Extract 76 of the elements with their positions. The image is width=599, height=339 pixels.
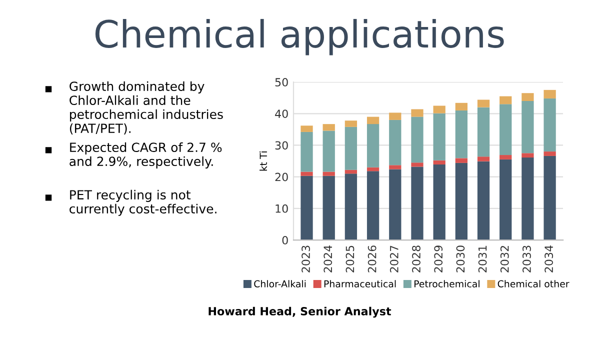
bar (322, 172, 335, 176)
bar (544, 156, 556, 240)
bar (455, 158, 468, 163)
x-tick-label: 2023 (302, 246, 310, 272)
bar (389, 112, 402, 120)
y-tick-label: 40 (275, 110, 288, 118)
bar (522, 158, 534, 240)
bar (344, 170, 358, 174)
y-tick-label: 10 (276, 204, 288, 213)
legend-label: Chlor-Alkali (254, 280, 306, 288)
bar (544, 152, 556, 156)
y-tick-label: 20 (275, 172, 288, 182)
x-tick-label: 2033 (522, 246, 531, 272)
x-tick-label: 2029 (434, 246, 443, 272)
bar (411, 166, 424, 240)
bar (544, 90, 556, 98)
text: Growth dominated by Chlor-Alkali and the petrochemical industries (PAT/PET). (70, 81, 223, 134)
y-tick-label: 0 (282, 236, 288, 244)
bar (411, 109, 424, 117)
bar (500, 104, 512, 156)
bar (366, 171, 380, 240)
bar (366, 167, 380, 172)
bar (411, 162, 424, 167)
bar (300, 172, 313, 176)
bar (389, 120, 402, 166)
x-tick-label: 2034 (544, 245, 554, 272)
legend-label: Petrochemical (414, 280, 480, 288)
chart-title: Chemical applications (95, 18, 504, 56)
bar (300, 132, 313, 172)
bar (389, 165, 402, 170)
bar (522, 153, 534, 158)
bar (500, 159, 512, 240)
x-tick-label: 2027 (390, 246, 398, 272)
bar (344, 120, 358, 127)
bar (500, 155, 512, 160)
bar (389, 169, 402, 240)
x-tick-label: 2028 (412, 246, 420, 272)
legend-label: Chemical other (498, 280, 570, 288)
bar (477, 161, 490, 240)
bar (300, 176, 313, 240)
legend-label: Pharmaceutical (324, 280, 396, 288)
bar (433, 164, 446, 240)
x-tick-label: 2026 (368, 246, 376, 272)
x-tick-label: 2030 (456, 246, 465, 272)
bar (522, 100, 534, 154)
x-tick-label: 2032 (500, 246, 509, 272)
x-tick-label: 2024 (324, 245, 332, 272)
bar (322, 130, 335, 172)
bar (544, 98, 556, 152)
bar (300, 126, 313, 132)
bar (522, 93, 534, 101)
bar (344, 126, 358, 170)
y-axis-title: kt Ti (260, 152, 267, 171)
text: Howard Head, Senior Analyst (208, 306, 392, 318)
bar (455, 162, 468, 240)
bar (344, 174, 358, 240)
bar (455, 102, 468, 110)
y-tick-label: 50 (275, 78, 288, 86)
bar (433, 106, 446, 114)
bar (433, 113, 446, 160)
bar (500, 96, 512, 104)
bar (322, 176, 335, 240)
bar (411, 116, 424, 163)
x-tick-label: 2031 (478, 246, 487, 272)
y-tick-label: 30 (275, 141, 288, 150)
bar (322, 124, 335, 131)
bar (455, 110, 468, 158)
bar (477, 156, 490, 162)
bar (477, 107, 490, 157)
x-tick-label: 2025 (346, 246, 354, 272)
bar (366, 116, 380, 124)
text: PET recycling is not currently cost-effective. (70, 190, 216, 216)
bar (433, 160, 446, 164)
bar (477, 100, 490, 108)
bar (366, 124, 380, 168)
text: Expected CAGR of 2.7 % and 2.9%, respectively. (70, 142, 222, 168)
